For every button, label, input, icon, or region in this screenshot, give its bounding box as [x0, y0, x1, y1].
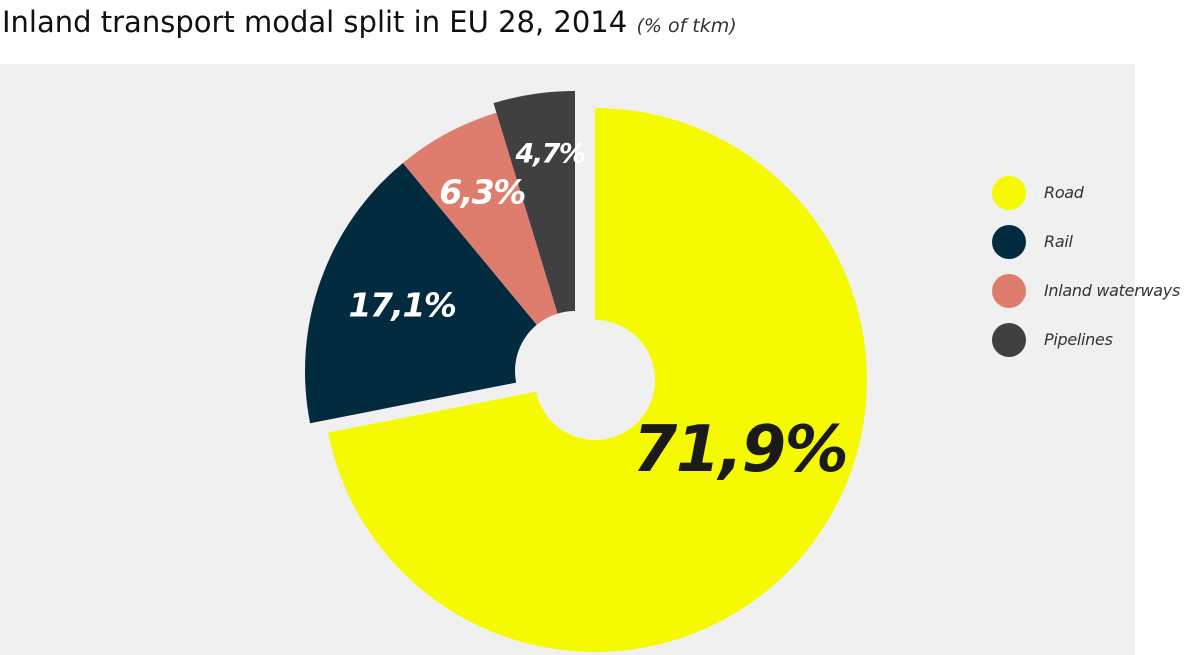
legend-label: Rail — [1044, 232, 1073, 251]
data-label-rail: 17,1% — [349, 286, 456, 325]
slice-rail-group — [305, 162, 537, 424]
legend-label: Road — [1044, 183, 1084, 202]
chart-title: Inland transport modal split in EU 28, 2… — [2, 2, 737, 46]
slice-road-group — [328, 107, 867, 652]
slice-pipelines-group — [493, 91, 575, 314]
legend-label: Pipelines — [1044, 330, 1113, 349]
slice-inland-waterways-group — [402, 112, 558, 325]
slice-rail — [305, 162, 537, 424]
legend-item: Rail — [992, 225, 1188, 274]
data-label-pipelines: 4,7% — [515, 139, 585, 170]
legend-swatch — [992, 225, 1026, 259]
legend-item: Pipelines — [992, 323, 1188, 372]
chart-title-text: Inland transport modal split in EU 28, 2… — [2, 5, 628, 39]
legend-label: Inland waterways — [1044, 281, 1180, 300]
data-label-inland-waterways: 6,3% — [439, 173, 525, 212]
legend-item: Road — [992, 176, 1188, 225]
chart-unit: (% of tkm) — [636, 15, 737, 37]
slice-inland-waterways — [402, 112, 558, 325]
legend-swatch — [992, 323, 1026, 357]
legend: Road Rail Inland waterways Pipelines — [992, 176, 1188, 372]
slice-pipelines — [493, 91, 575, 314]
legend-swatch — [992, 274, 1026, 308]
legend-item: Inland waterways — [992, 274, 1188, 323]
legend-swatch — [992, 176, 1026, 210]
slice-road — [328, 107, 867, 652]
data-label-road: 71,9% — [633, 413, 848, 487]
